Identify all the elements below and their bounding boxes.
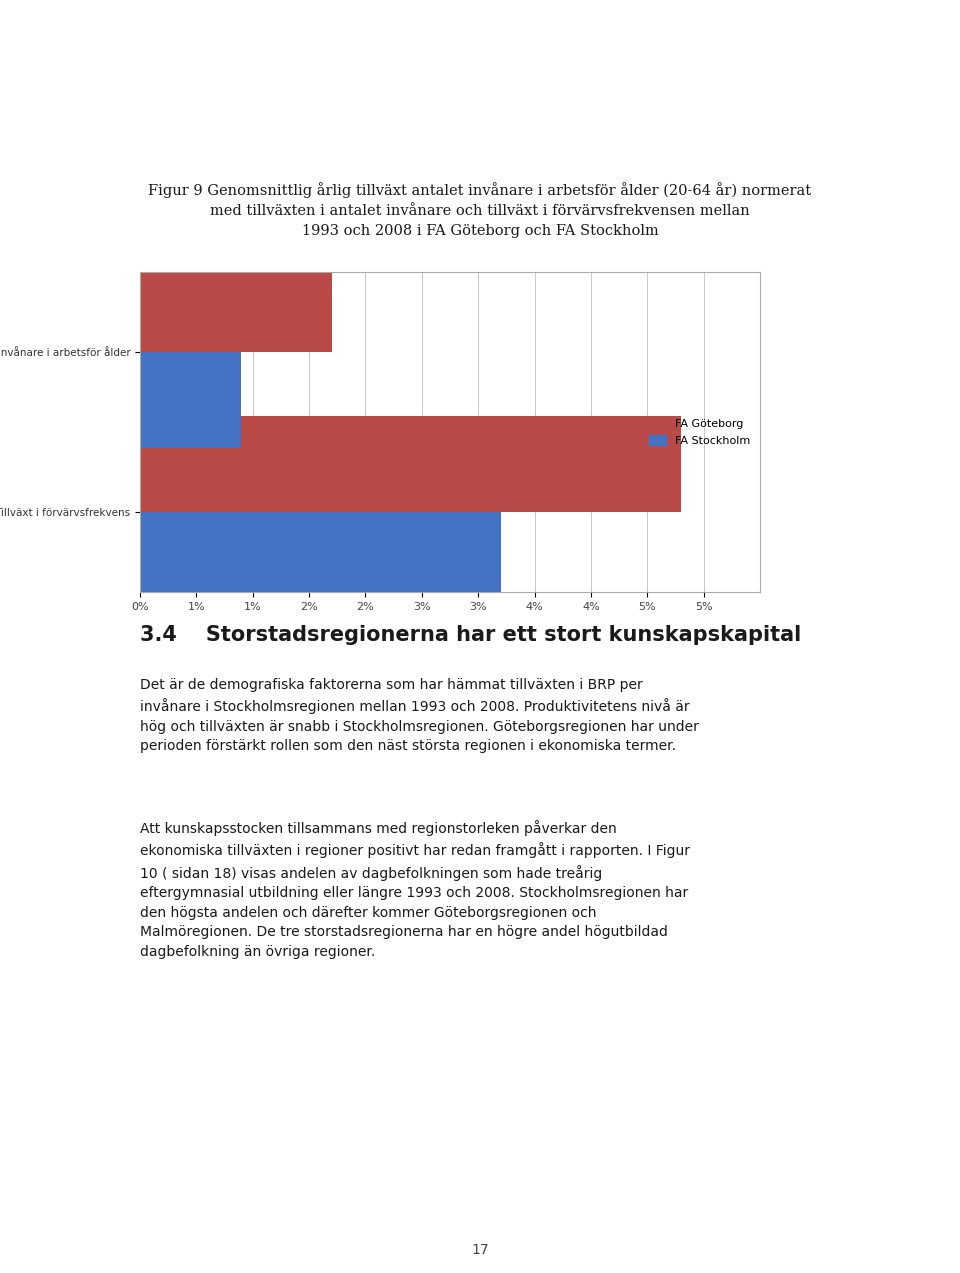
Bar [140, 512, 501, 608]
Text: Det är de demografiska faktorerna som har hämmat tillväxten i BRP per
invånare i: Det är de demografiska faktorerna som ha… [140, 679, 699, 754]
Bar [140, 256, 331, 353]
Text: Att kunskapsstocken tillsammans med regionstorleken påverkar den
ekonomiska till: Att kunskapsstocken tillsammans med regi… [140, 820, 690, 959]
Bar [140, 353, 242, 448]
Bar [140, 416, 681, 512]
Text: Figur 9 Genomsnittlig årlig tillväxt antalet invånare i arbetsför ålder (20-64 å: Figur 9 Genomsnittlig årlig tillväxt ant… [149, 182, 811, 238]
Text: 17: 17 [471, 1242, 489, 1256]
Legend: FA Göteborg, FA Stockholm: FA Göteborg, FA Stockholm [645, 414, 755, 449]
Text: 3.4    Storstadsregionerna har ett stort kunskapskapital: 3.4 Storstadsregionerna har ett stort ku… [140, 625, 802, 645]
